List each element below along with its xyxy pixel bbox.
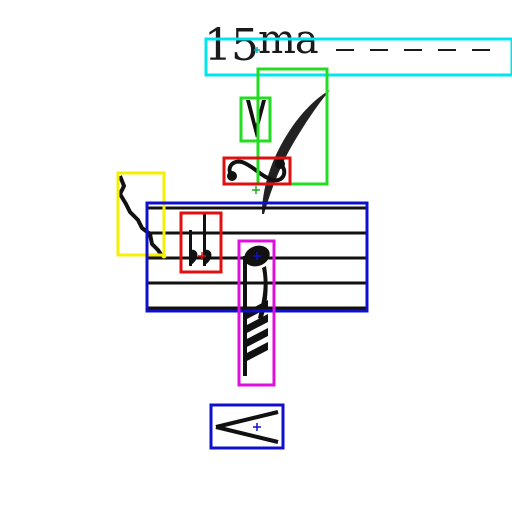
ottava-bbox	[204, 37, 512, 77]
grace-flag-bbox	[256, 67, 329, 186]
tremolo-note	[243, 245, 270, 376]
arpeggio-icon	[118, 175, 164, 258]
staff-bbox	[145, 201, 369, 313]
center-markers	[161, 47, 261, 431]
double-flat-icon	[189, 214, 212, 266]
arpeggio-bbox	[116, 171, 166, 257]
bowing-bbox	[239, 96, 272, 143]
decrescendo-hairpin-icon	[215, 410, 279, 444]
bowing-up-icon	[246, 100, 266, 138]
tremolo-bbox	[237, 239, 276, 387]
ottava-number: 15	[204, 20, 259, 71]
grace-note-flag	[262, 90, 330, 214]
turn-bbox	[222, 156, 292, 186]
hairpin-bbox	[209, 403, 285, 450]
double-flat-bbox	[179, 211, 223, 274]
